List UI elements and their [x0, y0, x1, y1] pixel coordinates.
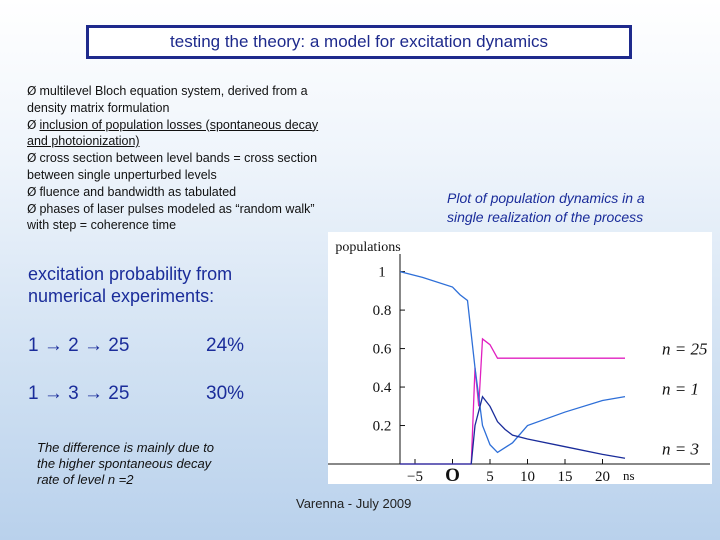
- y-tick-label: 0.4: [373, 380, 392, 396]
- explanation-note: The difference is mainly due to the high…: [37, 440, 215, 487]
- excitation-path: 1 → 3 → 25: [28, 383, 130, 404]
- excitation-path: 1 → 2 → 25: [28, 335, 130, 356]
- series-line: [400, 337, 625, 465]
- bullet-1-cont: density matrix formulation: [27, 100, 170, 115]
- x-tick-label: 20: [595, 469, 610, 484]
- x-tick-label: 15: [558, 469, 573, 484]
- bullet-5-cont: with step = coherence time: [27, 218, 177, 233]
- x-tick-label: 5: [486, 469, 494, 484]
- excitation-percent: 30%: [206, 383, 245, 404]
- population-chart-svg: populations 1 0.8 0.6 0.4 0.2 −5 O 5 10 15 20 ns n = …: [328, 240, 710, 484]
- y-tick-label: 1: [378, 265, 386, 281]
- x-tick-label: O: [445, 465, 460, 484]
- arrow-icon: Ø: [27, 201, 37, 216]
- series-label: n = 1: [662, 380, 699, 399]
- footer: Varenna - July 2009: [296, 496, 412, 511]
- arrow-icon: Ø: [27, 84, 37, 98]
- population-plot: populations 1 0.8 0.6 0.4 0.2 −5 O 5 10 15 20 ns n = …: [328, 232, 712, 484]
- series-line: [399, 270, 626, 454]
- series-line: [400, 395, 626, 465]
- arrow-icon: Ø: [27, 151, 37, 166]
- x-unit-label: ns: [623, 468, 635, 483]
- slide-title: testing the theory: a model for excitati…: [170, 32, 548, 51]
- excitation-row-1: 1 → 2 → 25 24%: [28, 335, 244, 357]
- y-tick-label: 0.8: [373, 303, 392, 319]
- excitation-heading: excitation probability from numerical ex…: [28, 264, 233, 306]
- title-box: testing the theory: a model for excitati…: [86, 25, 632, 59]
- bullet-2-cont: and photoionization): [27, 134, 140, 149]
- arrow-icon: Ø: [27, 184, 37, 199]
- excitation-percent: 24%: [206, 335, 245, 356]
- excitation-row-2: 1 → 3 → 25 30%: [28, 383, 244, 405]
- x-tick-label: 10: [520, 469, 535, 484]
- plot-caption: Plot of population dynamics in a single …: [447, 190, 645, 225]
- bullet-3-cont: between single unperturbed levels: [27, 167, 217, 182]
- series-label: n = 25: [662, 339, 707, 358]
- y-tick-label: 0.6: [373, 342, 392, 358]
- series-label: n = 3: [662, 439, 699, 458]
- x-tick-label: −5: [407, 469, 423, 484]
- arrow-icon: Ø: [27, 117, 37, 132]
- y-axis-label: populations: [335, 240, 400, 255]
- y-tick-label: 0.2: [373, 419, 392, 435]
